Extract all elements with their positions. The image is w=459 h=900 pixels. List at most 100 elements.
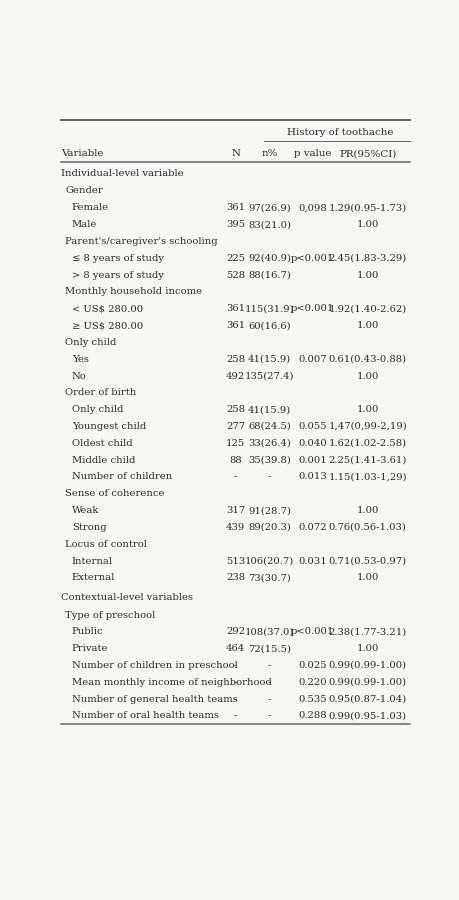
Text: 0.61(0.43-0.88): 0.61(0.43-0.88) xyxy=(328,355,406,364)
Text: Strong: Strong xyxy=(72,523,106,532)
Text: 361: 361 xyxy=(226,304,245,313)
Text: 1.00: 1.00 xyxy=(356,506,378,515)
Text: 1.00: 1.00 xyxy=(356,321,378,330)
Text: Locus of control: Locus of control xyxy=(65,540,147,549)
Text: -: - xyxy=(234,661,237,670)
Text: 1.62(1.02-2.58): 1.62(1.02-2.58) xyxy=(328,439,406,448)
Text: 0.535: 0.535 xyxy=(297,695,326,704)
Text: p<0.001: p<0.001 xyxy=(290,304,333,313)
Text: 492: 492 xyxy=(226,372,245,381)
Text: 73(30.7): 73(30.7) xyxy=(248,573,291,582)
Text: Individual-level variable: Individual-level variable xyxy=(61,169,183,178)
Text: Oldest child: Oldest child xyxy=(72,439,132,448)
Text: 361: 361 xyxy=(226,203,245,212)
Text: 106(20.7): 106(20.7) xyxy=(245,556,294,565)
Text: 1.00: 1.00 xyxy=(356,220,378,230)
Text: 0.99(0.99-1.00): 0.99(0.99-1.00) xyxy=(328,678,406,687)
Text: Only child: Only child xyxy=(65,338,117,346)
Text: ≥ US$ 280.00: ≥ US$ 280.00 xyxy=(72,321,143,330)
Text: Internal: Internal xyxy=(72,556,112,565)
Text: p value: p value xyxy=(293,149,330,158)
Text: > 8 years of study: > 8 years of study xyxy=(72,271,163,280)
Text: External: External xyxy=(72,573,115,582)
Text: 0.040: 0.040 xyxy=(297,439,326,448)
Text: 0.220: 0.220 xyxy=(297,678,326,687)
Text: Gender: Gender xyxy=(65,186,103,195)
Text: 317: 317 xyxy=(226,506,245,515)
Text: 33(26.4): 33(26.4) xyxy=(248,439,291,448)
Text: 0,098: 0,098 xyxy=(297,203,326,212)
Text: Order of birth: Order of birth xyxy=(65,389,136,398)
Text: 0.013: 0.013 xyxy=(297,472,326,482)
Text: Monthly household income: Monthly household income xyxy=(65,287,202,296)
Text: 0.99(0.99-1.00): 0.99(0.99-1.00) xyxy=(328,661,406,670)
Text: 88(16.7): 88(16.7) xyxy=(248,271,291,280)
Text: 0.95(0.87-1.04): 0.95(0.87-1.04) xyxy=(328,695,406,704)
Text: 2.45(1.83-3.29): 2.45(1.83-3.29) xyxy=(328,254,406,263)
Text: 361: 361 xyxy=(226,321,245,330)
Text: 1.00: 1.00 xyxy=(356,573,378,582)
Text: 439: 439 xyxy=(226,523,245,532)
Text: 0.001: 0.001 xyxy=(297,455,326,464)
Text: -: - xyxy=(267,661,271,670)
Text: 0.71(0.53-0.97): 0.71(0.53-0.97) xyxy=(328,556,406,565)
Text: 92(40.9): 92(40.9) xyxy=(247,254,291,263)
Text: 41(15.9): 41(15.9) xyxy=(247,355,291,364)
Text: 60(16.6): 60(16.6) xyxy=(248,321,290,330)
Text: -: - xyxy=(267,678,271,687)
Text: 41(15.9): 41(15.9) xyxy=(247,405,291,414)
Text: 1.15(1.03-1,29): 1.15(1.03-1,29) xyxy=(328,472,406,482)
Text: Only child: Only child xyxy=(72,405,123,414)
Text: 528: 528 xyxy=(226,271,245,280)
Text: p<0.001: p<0.001 xyxy=(290,254,333,263)
Text: 1.29(0.95-1.73): 1.29(0.95-1.73) xyxy=(328,203,406,212)
Text: 258: 258 xyxy=(226,405,245,414)
Text: 91(28.7): 91(28.7) xyxy=(247,506,291,515)
Text: -: - xyxy=(234,712,237,721)
Text: Public: Public xyxy=(72,627,103,636)
Text: 1.00: 1.00 xyxy=(356,405,378,414)
Text: -: - xyxy=(267,712,271,721)
Text: -: - xyxy=(234,472,237,482)
Text: 35(39.8): 35(39.8) xyxy=(248,455,291,464)
Text: 0.031: 0.031 xyxy=(297,556,326,565)
Text: 97(26.9): 97(26.9) xyxy=(248,203,291,212)
Text: -: - xyxy=(234,695,237,704)
Text: 1.92(1.40-2.62): 1.92(1.40-2.62) xyxy=(328,304,406,313)
Text: Middle child: Middle child xyxy=(72,455,135,464)
Text: Yes: Yes xyxy=(72,355,89,364)
Text: -: - xyxy=(267,695,271,704)
Text: -: - xyxy=(234,678,237,687)
Text: 2.38(1.77-3.21): 2.38(1.77-3.21) xyxy=(328,627,406,636)
Text: Number of children in preschool: Number of children in preschool xyxy=(72,661,237,670)
Text: Number of children: Number of children xyxy=(72,472,172,482)
Text: 2.25(1.41-3.61): 2.25(1.41-3.61) xyxy=(328,455,406,464)
Text: 258: 258 xyxy=(226,355,245,364)
Text: 225: 225 xyxy=(226,254,245,263)
Text: 277: 277 xyxy=(226,422,245,431)
Text: 292: 292 xyxy=(226,627,245,636)
Text: 115(31.9): 115(31.9) xyxy=(244,304,294,313)
Text: Youngest child: Youngest child xyxy=(72,422,146,431)
Text: 1.00: 1.00 xyxy=(356,372,378,381)
Text: 0.288: 0.288 xyxy=(297,712,326,721)
Text: Number of oral health teams: Number of oral health teams xyxy=(72,712,218,721)
Text: 125: 125 xyxy=(226,439,245,448)
Text: Variable: Variable xyxy=(61,149,103,158)
Text: PR(95%CI): PR(95%CI) xyxy=(338,149,396,158)
Text: Parent's/caregiver's schooling: Parent's/caregiver's schooling xyxy=(65,237,218,246)
Text: 0.025: 0.025 xyxy=(297,661,326,670)
Text: ≤ 8 years of study: ≤ 8 years of study xyxy=(72,254,163,263)
Text: -: - xyxy=(267,472,271,482)
Text: 72(15.5): 72(15.5) xyxy=(247,644,291,653)
Text: p<0.001: p<0.001 xyxy=(290,627,333,636)
Text: No: No xyxy=(72,372,86,381)
Text: 108(37.0): 108(37.0) xyxy=(244,627,294,636)
Text: 0.072: 0.072 xyxy=(297,523,326,532)
Text: N: N xyxy=(231,149,240,158)
Text: Female: Female xyxy=(72,203,109,212)
Text: Male: Male xyxy=(72,220,97,230)
Text: 0.76(0.56-1.03): 0.76(0.56-1.03) xyxy=(328,523,406,532)
Text: < US$ 280.00: < US$ 280.00 xyxy=(72,304,143,313)
Text: 0.055: 0.055 xyxy=(297,422,326,431)
